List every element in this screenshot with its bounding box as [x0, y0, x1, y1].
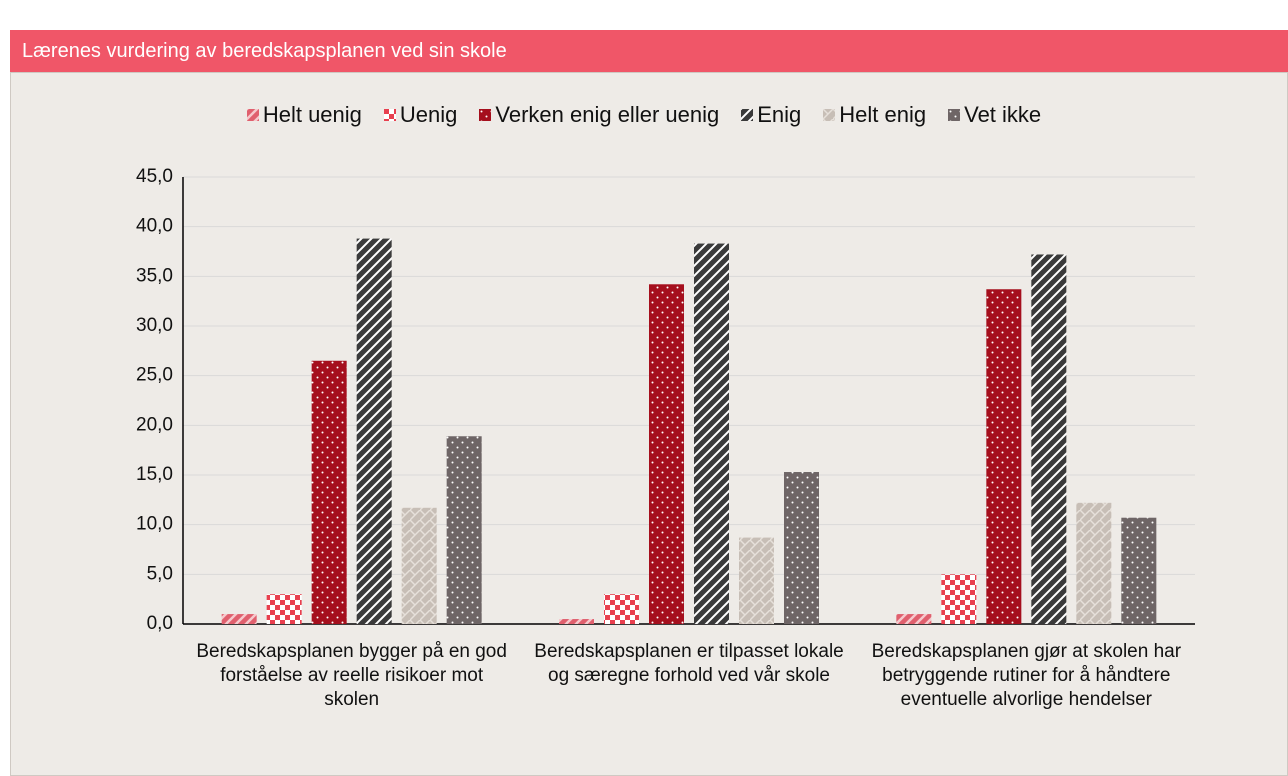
bar [1031, 254, 1067, 625]
legend-label: Verken enig eller uenig [495, 102, 720, 127]
bar [266, 594, 302, 624]
legend-label: Vet ikke [964, 102, 1042, 127]
legend-swatch [246, 109, 259, 121]
legend-swatch [741, 109, 754, 121]
y-tick-label: 5,0 [147, 563, 173, 584]
bar [221, 614, 257, 624]
y-tick-label: 20,0 [136, 414, 173, 435]
bar [311, 360, 347, 624]
legend-label: Helt enig [839, 102, 927, 127]
legend-swatch [948, 109, 961, 121]
legend: Helt uenig Uenig Verken enig eller uenig En… [0, 102, 1288, 128]
bar [356, 238, 392, 624]
bar [739, 537, 774, 624]
bar [559, 619, 594, 624]
y-tick-label: 45,0 [136, 166, 173, 187]
header-title: Lærenes vurdering av beredskapsplanen ve… [10, 30, 1288, 72]
y-tick-label: 35,0 [136, 265, 173, 286]
legend-item: Helt enig [823, 102, 926, 128]
legend-item: Helt uenig [246, 102, 362, 128]
bar [941, 574, 977, 624]
bar [604, 594, 639, 624]
legend-swatch [823, 109, 836, 121]
y-tick-label: 40,0 [136, 216, 173, 237]
bar [694, 243, 729, 624]
bar [1076, 502, 1112, 624]
x-tick-label: Beredskapsplanen er tilpasset lokale og … [534, 641, 844, 686]
bar [401, 507, 437, 624]
y-tick-label: 15,0 [136, 464, 173, 485]
bar [784, 472, 819, 624]
legend-label: Enig [757, 102, 802, 127]
bar [649, 284, 684, 624]
y-tick-label: 10,0 [136, 514, 173, 535]
x-tick-label: Beredskapsplanen bygger på en god forstå… [196, 641, 507, 710]
y-tick-label: 30,0 [136, 315, 173, 336]
bar [896, 614, 932, 624]
legend-item: Uenig [383, 102, 458, 128]
y-tick-label: 0,0 [147, 613, 173, 634]
legend-item: Vet ikke [948, 102, 1041, 128]
legend-swatch [479, 109, 492, 121]
bar [446, 436, 482, 624]
legend-swatch [383, 109, 396, 121]
legend-item: Enig [741, 102, 801, 128]
legend-label: Uenig [399, 102, 458, 127]
legend-item: Verken enig eller uenig [479, 102, 719, 128]
bar [986, 289, 1022, 624]
legend-label: Helt uenig [262, 102, 362, 127]
y-tick-label: 25,0 [136, 365, 173, 386]
bar [1121, 517, 1157, 624]
x-tick-label: Beredskapsplanen gjør at skolen har betr… [871, 641, 1182, 710]
